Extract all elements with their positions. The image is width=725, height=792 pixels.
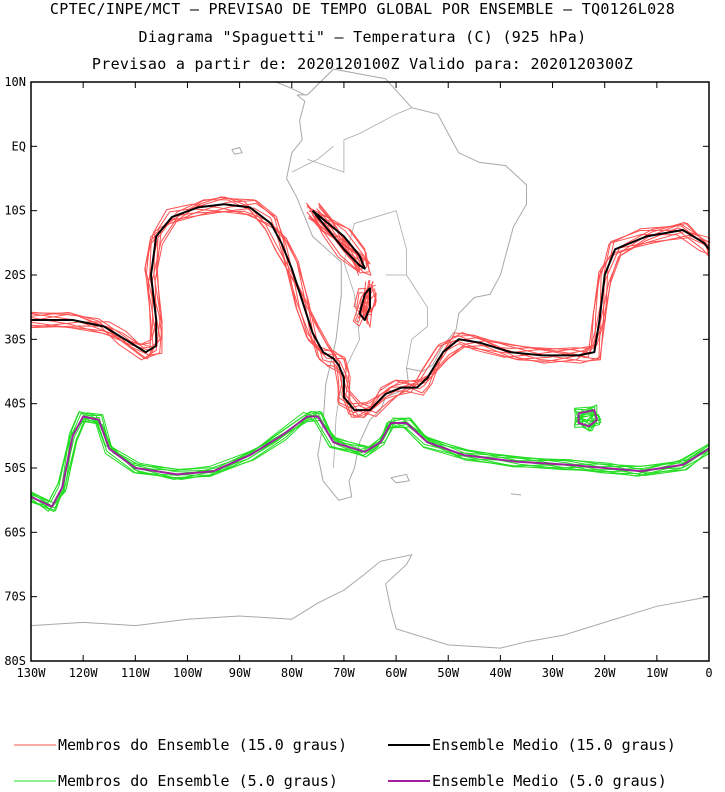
member-line-15: [306, 204, 370, 274]
y-tick-label: 40S: [4, 397, 26, 411]
member-line-5: [30, 412, 710, 509]
x-tick-label: 130W: [17, 666, 47, 680]
member-line-5: [30, 411, 710, 510]
member-line-15: [30, 203, 710, 409]
x-tick-label: 0: [705, 666, 712, 680]
member-line-15: [309, 207, 367, 271]
y-tick-label: 50S: [4, 461, 26, 475]
member-line-5: [30, 412, 710, 504]
legend: Membros do Ensemble (15.0 graus) Ensembl…: [14, 736, 676, 790]
legend-label-mean15: Ensemble Medio (15.0 graus): [432, 736, 676, 754]
mean-line-15: [358, 287, 371, 321]
legend-label-mean5: Ensemble Medio (5.0 graus): [432, 772, 667, 790]
member-line-5: [574, 405, 596, 426]
x-tick-label: 60W: [385, 666, 407, 680]
member-line-15: [31, 210, 710, 417]
chart-title-line3: Previsao a partir de: 2020120100Z Valido…: [91, 55, 634, 73]
mean-line-15: [311, 209, 366, 270]
x-tick-label: 90W: [229, 666, 251, 680]
y-tick-label: EQ: [12, 139, 26, 153]
member-line-15: [30, 207, 710, 419]
chart-title-line1: CPTEC/INPE/MCT – PREVISAO DE TEMPO GLOBA…: [49, 0, 676, 18]
member-line-5: [30, 411, 710, 512]
chart-title-line2: Diagrama "Spaguetti" – Temperatura (C) (…: [138, 28, 587, 46]
member-line-15: [306, 211, 371, 265]
coastline: [510, 493, 522, 496]
y-tick-label: 10S: [4, 204, 26, 218]
member-line-5: [30, 418, 710, 504]
member-line-5: [576, 408, 594, 431]
y-tick-label: 20S: [4, 268, 26, 282]
x-tick-label: 80W: [281, 666, 303, 680]
y-tick-label: 10N: [4, 75, 26, 89]
country-border: [291, 145, 334, 173]
mean-line-5: [577, 409, 598, 428]
coastline-layer: [30, 68, 710, 649]
x-tick-label: 30W: [542, 666, 564, 680]
legend-label-members5: Membros do Ensemble (5.0 graus): [58, 772, 338, 790]
plot-frame: [30, 81, 710, 662]
y-tick-label: 70S: [4, 590, 26, 604]
x-tick-label: 20W: [594, 666, 616, 680]
axis-ticks: 130W 120W 110W 100W 90W 80W 70W 60W 50W 40W 30W 20W…: [4, 75, 712, 680]
ensemble-mean-layer: [30, 203, 710, 508]
y-tick-label: 30S: [4, 332, 26, 346]
country-border: [343, 210, 428, 369]
ensemble-members-layer: [30, 196, 711, 513]
y-tick-label: 80S: [4, 654, 26, 668]
member-line-5: [574, 404, 598, 428]
coastline: [275, 81, 306, 96]
mean-line-5: [30, 415, 710, 508]
x-tick-label: 40W: [490, 666, 512, 680]
member-line-15: [352, 281, 373, 327]
coastline: [231, 147, 243, 155]
legend-label-members15: Membros do Ensemble (15.0 graus): [58, 736, 347, 754]
member-line-5: [30, 414, 710, 503]
x-tick-label: 50W: [437, 666, 459, 680]
x-tick-label: 120W: [69, 666, 99, 680]
coastline: [390, 473, 410, 484]
x-tick-label: 70W: [333, 666, 355, 680]
x-tick-label: 100W: [173, 666, 203, 680]
country-border: [333, 261, 361, 469]
y-tick-label: 60S: [4, 525, 26, 539]
member-line-5: [574, 408, 595, 432]
x-tick-label: 10W: [646, 666, 668, 680]
country-border: [307, 107, 412, 173]
member-line-15: [30, 197, 710, 416]
mean-line-15: [31, 203, 710, 412]
x-tick-label: 110W: [121, 666, 151, 680]
coastline: [30, 554, 710, 649]
